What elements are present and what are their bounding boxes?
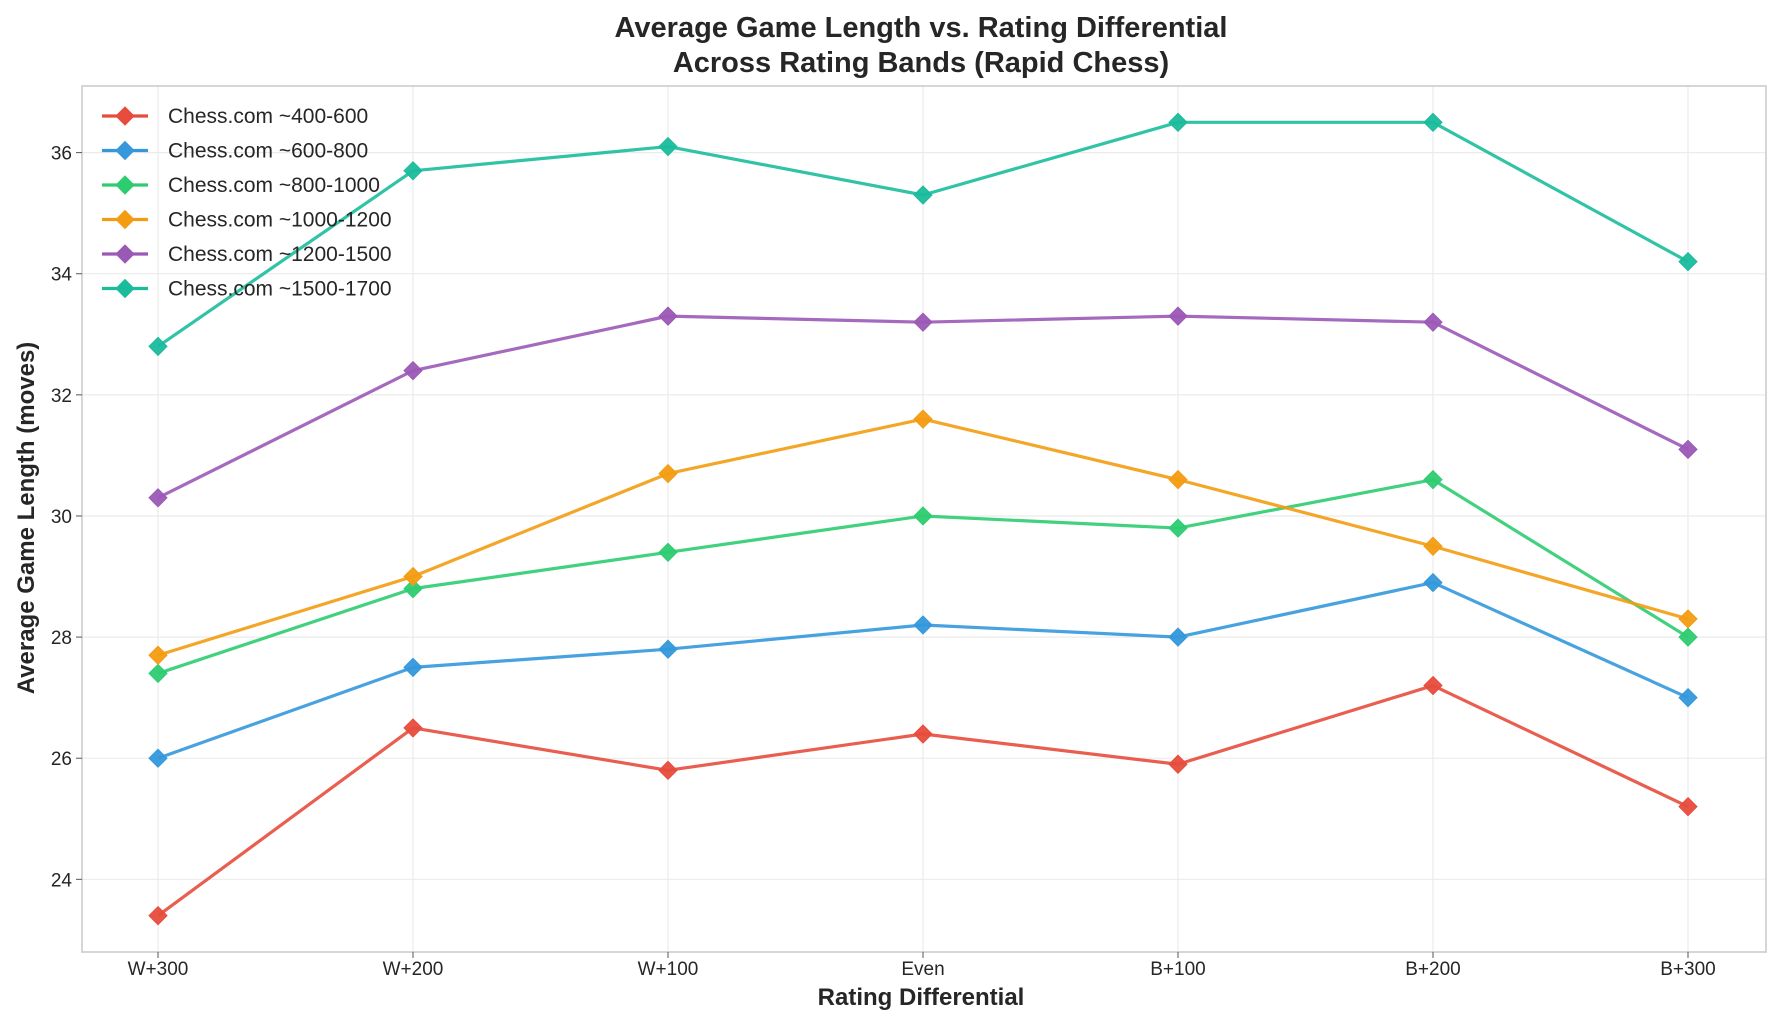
data-point — [658, 463, 678, 484]
data-point — [1168, 306, 1188, 326]
data-point — [148, 336, 168, 357]
data-point — [403, 566, 423, 587]
data-point — [1678, 609, 1698, 629]
series-group — [148, 112, 1698, 926]
y-tick-label: 24 — [51, 870, 73, 891]
y-tick-label: 30 — [51, 507, 72, 528]
y-axis-label: Average Game Length (moves) — [13, 342, 40, 695]
data-point — [1168, 754, 1188, 774]
y-tick-label: 32 — [51, 386, 72, 407]
data-point — [1423, 469, 1443, 490]
series-5 — [148, 306, 1698, 508]
y-tick-label: 34 — [51, 265, 73, 286]
data-point — [658, 760, 678, 781]
data-point — [148, 905, 168, 926]
legend-marker — [115, 244, 135, 264]
data-point — [913, 312, 933, 332]
data-point — [1678, 251, 1698, 272]
data-point — [403, 360, 423, 381]
legend-marker — [115, 278, 135, 299]
data-point — [913, 506, 933, 526]
y-tick-label: 28 — [51, 628, 72, 649]
x-tick-label: B+300 — [1660, 959, 1715, 980]
x-tick-label: B+100 — [1150, 959, 1205, 980]
data-point — [403, 657, 423, 678]
data-point — [1168, 112, 1188, 133]
legend-marker — [115, 209, 135, 230]
data-point — [1168, 518, 1188, 538]
chart-subtitle: Across Rating Bands (Rapid Chess) — [673, 47, 1169, 79]
data-point — [1423, 675, 1443, 696]
x-tick-label: W+300 — [128, 959, 189, 980]
x-tick-label: Even — [901, 959, 944, 980]
data-point — [1678, 439, 1698, 460]
data-point — [1678, 796, 1698, 817]
data-point — [658, 306, 678, 326]
legend-label: Chess.com ~400-600 — [168, 105, 368, 128]
data-point — [1423, 112, 1443, 133]
legend-label: Chess.com ~800-1000 — [168, 174, 380, 197]
x-tick-label: B+200 — [1405, 959, 1460, 980]
data-point — [148, 488, 168, 508]
legend-label: Chess.com ~1500-1700 — [168, 278, 392, 301]
data-point — [658, 136, 678, 157]
legend-marker — [115, 175, 135, 195]
data-point — [913, 185, 933, 205]
series-1 — [148, 675, 1698, 926]
legend-label: Chess.com ~600-800 — [168, 140, 368, 163]
chart-title: Average Game Length vs. Rating Different… — [615, 12, 1228, 44]
data-point — [913, 409, 933, 429]
data-point — [403, 161, 423, 181]
tick-labels: W+300 W+200 W+100 Even B+100 B+200 B+300 24 26 28… — [51, 144, 1716, 980]
data-point — [1423, 312, 1443, 332]
data-point — [403, 718, 423, 738]
data-point — [913, 615, 933, 635]
legend-item: Chess.com ~800-1000 — [102, 174, 380, 197]
data-point — [403, 578, 423, 599]
data-point — [658, 542, 678, 563]
data-point — [1423, 572, 1443, 593]
data-point — [1678, 627, 1698, 647]
data-point — [1678, 687, 1698, 708]
x-tick-label: W+200 — [383, 959, 444, 980]
data-point — [148, 645, 168, 665]
series-3 — [148, 469, 1698, 684]
legend-item: Chess.com ~1500-1700 — [102, 278, 392, 301]
plot-frame — [81, 85, 1767, 953]
data-point — [1423, 536, 1443, 556]
x-axis-label: Rating Differential — [818, 984, 1025, 1011]
legend-item: Chess.com ~400-600 — [102, 105, 368, 128]
series-2 — [148, 572, 1698, 768]
data-point — [1168, 469, 1188, 490]
y-tick-label: 36 — [51, 144, 72, 165]
legend: Chess.com ~400-600 Chess.com ~600-800 Ches… — [102, 105, 392, 301]
legend-item: Chess.com ~1200-1500 — [102, 243, 392, 266]
data-point — [148, 663, 168, 684]
legend-item: Chess.com ~1000-1200 — [102, 209, 392, 232]
data-point — [148, 748, 168, 768]
legend-marker — [115, 140, 135, 161]
series-6 — [148, 112, 1698, 357]
data-point — [913, 724, 933, 744]
legend-item: Chess.com ~600-800 — [102, 140, 368, 163]
data-point — [658, 639, 678, 659]
series-4 — [148, 409, 1698, 665]
legend-label: Chess.com ~1000-1200 — [168, 209, 392, 232]
data-point — [1168, 627, 1188, 647]
x-tick-label: W+100 — [638, 959, 699, 980]
legend-label: Chess.com ~1200-1500 — [168, 243, 392, 266]
legend-marker — [115, 106, 135, 126]
y-tick-label: 26 — [51, 749, 72, 770]
